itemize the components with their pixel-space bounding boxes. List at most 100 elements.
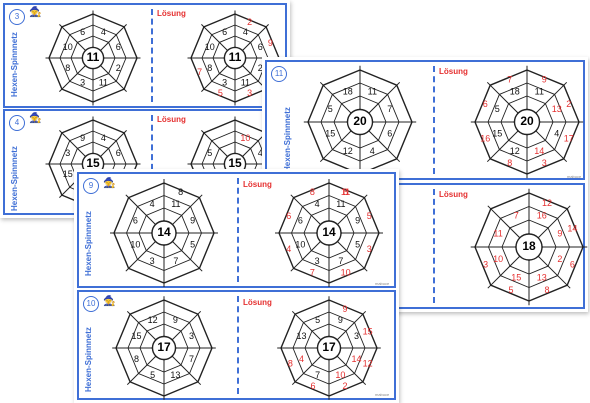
web-cell-number: 7 <box>197 67 202 77</box>
web-cell-number: 9 <box>355 215 360 225</box>
web-cell-number: 8 <box>544 285 549 295</box>
web-cell-number: 7 <box>338 256 343 266</box>
web-center-circle <box>223 46 247 70</box>
web-lines <box>275 179 383 287</box>
web-cell-number: 8 <box>507 158 512 168</box>
web-lines <box>112 296 216 400</box>
spider-web-solution: 20 11 13 4 14 12 15 5 18 9 2 17 3 8 16 6 7 <box>470 65 584 179</box>
witch-icon: 🧙 <box>29 7 42 18</box>
card-9: 9 Hexen-Spinnnetz 🧙 Lösung 14 11 9 5 7 3 10 6 4 8… <box>77 172 396 288</box>
web-cell-number: 3 <box>189 331 194 341</box>
web-cell-number: 3 <box>367 244 372 254</box>
web-cell-number: 11 <box>341 187 350 197</box>
web-center-number: 11 <box>87 50 100 64</box>
spider-web-puzzle: 17 9 3 7 13 5 8 15 12 <box>112 296 216 400</box>
web-cell-number: 5 <box>190 239 195 249</box>
web-cell-number: 8 <box>134 354 139 364</box>
solution-label: Lösung <box>157 115 186 124</box>
web-cell-number: 15 <box>492 129 502 139</box>
web-cell-number: 12 <box>510 146 520 156</box>
divider <box>237 178 239 282</box>
web-cell-number: 15 <box>63 169 73 179</box>
web-cell-number: 14 <box>567 223 577 233</box>
web-cell-number: 5 <box>367 211 372 221</box>
web-cell-number: 11 <box>99 78 108 88</box>
web-cell-number: 15 <box>325 129 335 139</box>
web-center-number: 11 <box>229 50 242 64</box>
web-cell-number: 2 <box>566 99 571 109</box>
web-center-number: 14 <box>322 225 336 239</box>
web-cell-number: 3 <box>222 78 227 88</box>
web-lines <box>277 296 381 400</box>
web-cell-number: 16 <box>480 134 490 144</box>
web-cell-number: 5 <box>315 315 320 325</box>
web-cell-number: 13 <box>296 331 306 341</box>
web-cell-number: 16 <box>537 210 547 220</box>
web-lines <box>470 65 584 179</box>
web-lines <box>45 10 141 106</box>
web-cell-number: 15 <box>363 326 373 336</box>
web-cell-number: 8 <box>65 63 70 73</box>
web-cell-number: 4 <box>286 244 291 254</box>
web-cell-number: 4 <box>370 146 375 156</box>
web-cell-number: 11 <box>493 229 502 239</box>
web-cell-number: 15 <box>511 272 521 282</box>
web-center-circle <box>346 108 374 136</box>
publisher-logo: mabuce <box>375 392 390 397</box>
web-cell-number: 7 <box>507 75 512 85</box>
divider <box>237 296 239 394</box>
web-center-circle <box>81 46 105 70</box>
web-cell-number: 7 <box>173 256 178 266</box>
web-center-number: 20 <box>353 114 367 128</box>
web-cell-number: 14 <box>351 354 361 364</box>
witch-icon: 🧙 <box>103 296 116 307</box>
card-title: Hexen-Spinnnetz <box>10 146 19 211</box>
solution-label: Lösung <box>243 298 272 307</box>
web-cell-number: 3 <box>65 148 70 158</box>
divider <box>433 189 435 303</box>
card-number-badge: 11 <box>271 66 287 82</box>
web-cell-number: 15 <box>131 331 141 341</box>
web-cell-number: 4 <box>554 129 559 139</box>
web-cell-number: 8 <box>343 187 348 197</box>
web-cell-number: 6 <box>310 381 315 391</box>
web-center-circle <box>513 108 541 136</box>
web-cell-number: 10 <box>205 42 215 52</box>
web-cell-number: 10 <box>335 370 345 380</box>
web-center-number: 15 <box>228 156 242 170</box>
web-cell-number: 2 <box>342 381 347 391</box>
web-cell-number: 11 <box>171 199 180 209</box>
web-cell-number: 3 <box>542 158 547 168</box>
web-cell-number: 11 <box>241 78 250 88</box>
card-title: Hexen-Spinnnetz <box>84 211 93 276</box>
web-cell-number: 9 <box>268 38 273 48</box>
web-cell-number: 6 <box>387 129 392 139</box>
web-cell-number: 13 <box>537 272 547 282</box>
web-lines <box>303 65 417 179</box>
card-number-badge: 4 <box>9 115 25 131</box>
card-title-text: Hexen-Spinnnetz <box>84 211 93 276</box>
web-cell-number: 6 <box>222 27 227 37</box>
web-cell-number: 13 <box>170 370 180 380</box>
web-cell-number: 6 <box>286 211 291 221</box>
web-cell-number: 6 <box>570 259 575 269</box>
web-cell-number: 5 <box>495 104 500 114</box>
card-title: Hexen-Spinnnetz <box>10 32 19 97</box>
witch-icon: 🧙 <box>103 178 116 189</box>
web-cell-number: 9 <box>342 304 347 314</box>
web-center-circle <box>151 335 177 361</box>
web-cell-number: 6 <box>80 27 85 37</box>
solution-label: Lösung <box>157 9 186 18</box>
web-cell-number: 3 <box>247 88 252 98</box>
web-cell-number: 9 <box>338 315 343 325</box>
web-cell-number: 5 <box>328 104 333 114</box>
web-cell-number: 7 <box>310 268 315 278</box>
spider-web-solution: 18 16 9 2 13 15 10 11 7 12 14 6 8 5 3 <box>470 188 588 306</box>
card-title: Hexen-Spinnnetz <box>283 107 292 172</box>
publisher-logo: mabuce <box>375 281 390 286</box>
web-cell-number: 2 <box>247 17 252 27</box>
web-cell-number: 2 <box>258 63 263 73</box>
solution-label: Lösung <box>243 180 272 189</box>
card-number-badge: 10 <box>83 296 99 312</box>
